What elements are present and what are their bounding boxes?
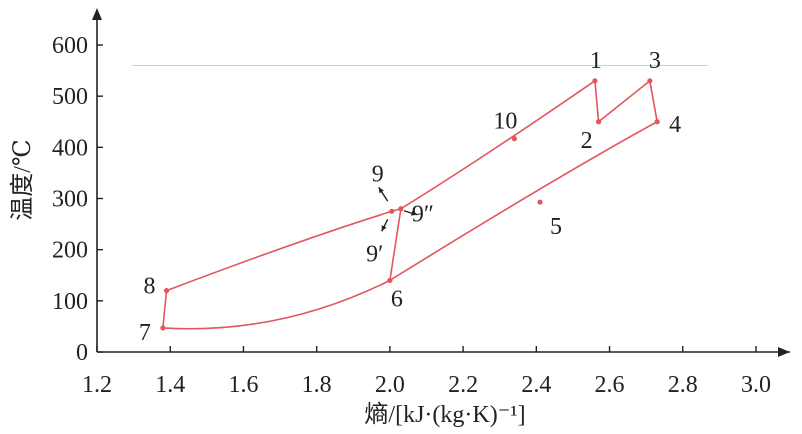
x-tick-label: 1.4 xyxy=(155,372,185,398)
segment-1-2 xyxy=(594,80,600,122)
point-label-7: 7 xyxy=(139,320,151,346)
point-dot-8 xyxy=(163,288,170,294)
point-label-9″: 9″ xyxy=(412,202,434,228)
point-dot-9′ xyxy=(389,208,395,214)
point-dot-10 xyxy=(511,136,517,142)
point-label-5: 5 xyxy=(550,214,562,240)
segment-3-4 xyxy=(649,80,658,122)
y-tick-label: 500 xyxy=(52,84,88,110)
x-tick-label: 1.8 xyxy=(302,372,332,398)
segment-6-9 xyxy=(389,208,402,281)
x-tick-label: 2.8 xyxy=(668,372,698,398)
x-axis-title: 熵/[kJ·(kg·K)⁻¹] xyxy=(364,401,525,428)
point-label-1: 1 xyxy=(590,48,602,74)
x-tick-label: 2.6 xyxy=(595,372,625,398)
x-axis-arrow xyxy=(778,347,790,357)
x-tick-label: 2.0 xyxy=(375,372,405,398)
x-tick-label: 3.0 xyxy=(741,372,771,398)
curve-8-to-9 xyxy=(166,210,392,292)
curve-6-to-7 xyxy=(162,279,391,330)
point-dot-2 xyxy=(595,119,602,125)
point-label-4: 4 xyxy=(669,112,681,138)
point-label-3: 3 xyxy=(649,48,661,74)
x-tick-label: 2.2 xyxy=(448,372,478,398)
point-dot-9″ xyxy=(398,206,404,212)
point-dot-7 xyxy=(160,325,166,331)
point-dot-6 xyxy=(387,277,393,283)
y-tick-label: 400 xyxy=(52,135,88,161)
state-labels: 1 2 3 4 5 6 7 8 9 10 9′ 9″ xyxy=(139,48,681,346)
segment-7-8 xyxy=(162,290,168,329)
point-label-9′: 9′ xyxy=(366,241,383,267)
point-label-2: 2 xyxy=(581,128,593,154)
y-tick-label: 600 xyxy=(52,33,88,59)
point-label-10: 10 xyxy=(493,109,517,135)
x-tick-label: 2.4 xyxy=(521,372,551,398)
point-dot-1 xyxy=(592,78,598,84)
arrow-9-right-head xyxy=(410,210,417,216)
arrow-9-down-head xyxy=(381,225,387,232)
point-label-9: 9 xyxy=(372,161,384,187)
curve-9-to-1 xyxy=(400,80,596,210)
point-dot-5 xyxy=(537,199,543,205)
state-points xyxy=(160,78,660,331)
curve-4-to-6 xyxy=(389,121,658,282)
point-label-8: 8 xyxy=(144,274,156,300)
y-tick-label: 100 xyxy=(52,289,88,315)
segment-2-3 xyxy=(598,80,651,123)
y-axis-title: 温度/℃ xyxy=(9,139,36,221)
axes: 1.2 1.4 1.6 1.8 2.0 2.2 2.4 2.6 2.8 3.0 0 100 200 300… xyxy=(52,8,790,398)
y-axis-arrow xyxy=(92,8,102,20)
y-tick-label: 300 xyxy=(52,187,88,213)
point-label-6: 6 xyxy=(391,286,403,312)
y-tick-label: 0 xyxy=(76,340,88,366)
cycle-curve xyxy=(162,80,658,330)
arrow-9-up-head xyxy=(378,187,384,194)
x-tick-label: 1.2 xyxy=(82,372,112,398)
y-tick-label: 200 xyxy=(52,238,88,264)
x-tick-label: 1.6 xyxy=(228,372,258,398)
point-dot-3 xyxy=(647,78,653,84)
point-dot-4 xyxy=(654,119,660,125)
